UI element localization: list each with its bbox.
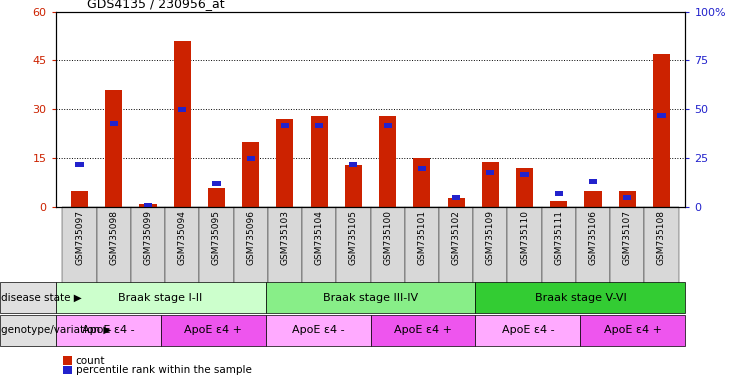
Text: disease state ▶: disease state ▶	[1, 293, 82, 303]
Bar	[336, 207, 370, 305]
Bar	[242, 142, 259, 207]
Bar	[76, 162, 84, 167]
Bar	[589, 179, 597, 184]
Text: Braak stage III-IV: Braak stage III-IV	[323, 293, 418, 303]
Bar	[208, 188, 225, 207]
Bar	[178, 107, 186, 112]
Bar	[585, 191, 602, 207]
Text: Braak stage V-VI: Braak stage V-VI	[534, 293, 626, 303]
Bar	[619, 191, 636, 207]
Bar	[653, 54, 670, 207]
Bar	[645, 207, 679, 305]
Text: genotype/variation ▶: genotype/variation ▶	[1, 325, 112, 335]
Bar	[516, 168, 533, 207]
Bar	[276, 119, 293, 207]
Bar	[482, 162, 499, 207]
Bar	[71, 191, 88, 207]
Bar	[349, 162, 357, 167]
Bar	[473, 207, 508, 305]
Bar	[281, 122, 289, 127]
Bar	[233, 207, 268, 305]
Bar	[379, 116, 396, 207]
Bar	[623, 195, 631, 200]
Bar	[315, 122, 323, 127]
Bar	[199, 207, 233, 305]
Bar	[576, 207, 610, 305]
Bar	[384, 122, 392, 127]
Bar	[139, 204, 156, 207]
Bar	[310, 116, 328, 207]
Bar	[413, 158, 431, 207]
Text: ApoE ε4 -: ApoE ε4 -	[502, 325, 554, 335]
Bar	[657, 113, 665, 118]
Bar	[370, 207, 405, 305]
Bar	[302, 207, 336, 305]
Bar	[345, 165, 362, 207]
Bar	[62, 207, 96, 305]
Bar	[247, 156, 255, 161]
Bar	[110, 121, 118, 126]
Bar	[555, 191, 563, 196]
Bar	[213, 181, 221, 186]
Bar	[418, 166, 426, 170]
Text: percentile rank within the sample: percentile rank within the sample	[76, 365, 251, 375]
Bar	[551, 201, 568, 207]
Bar	[542, 207, 576, 305]
Bar	[96, 207, 131, 305]
Bar	[144, 203, 152, 208]
Bar	[268, 207, 302, 305]
Bar	[173, 41, 190, 207]
Text: ApoE ε4 -: ApoE ε4 -	[292, 325, 345, 335]
Text: ApoE ε4 +: ApoE ε4 +	[184, 325, 242, 335]
Bar	[405, 207, 439, 305]
Bar	[165, 207, 199, 305]
Text: ApoE ε4 +: ApoE ε4 +	[394, 325, 452, 335]
Bar	[448, 197, 465, 207]
Text: count: count	[76, 356, 105, 366]
Bar	[508, 207, 542, 305]
Bar	[105, 90, 122, 207]
Bar	[452, 195, 460, 200]
Bar	[520, 172, 528, 177]
Bar	[131, 207, 165, 305]
Text: ApoE ε4 -: ApoE ε4 -	[82, 325, 134, 335]
Text: Braak stage I-II: Braak stage I-II	[119, 293, 203, 303]
Bar	[439, 207, 473, 305]
Text: GDS4135 / 230956_at: GDS4135 / 230956_at	[87, 0, 225, 10]
Bar	[486, 170, 494, 175]
Bar	[610, 207, 645, 305]
Text: ApoE ε4 +: ApoE ε4 +	[604, 325, 662, 335]
